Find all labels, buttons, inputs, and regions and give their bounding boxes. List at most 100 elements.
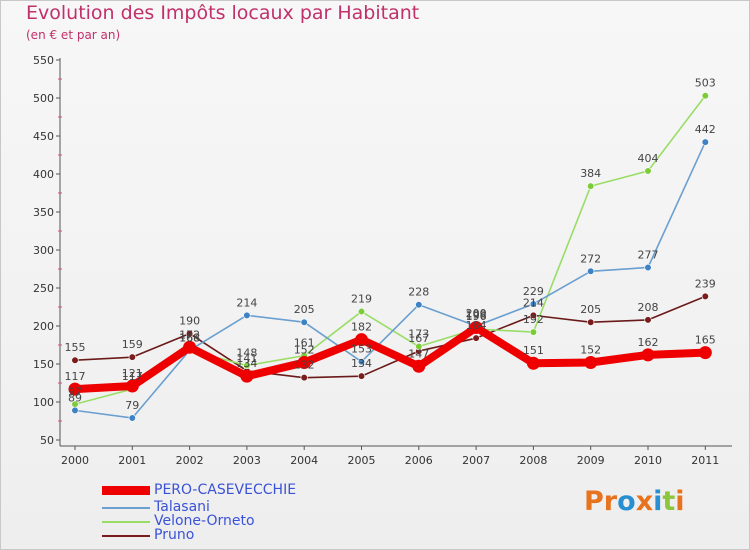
- data-point-pruno: [128, 353, 136, 361]
- data-label-talasani: 442: [695, 123, 716, 136]
- data-point-velone-orneto: [644, 167, 652, 175]
- y-tick-label: 450: [33, 130, 54, 143]
- data-label-pruno: 167: [408, 332, 429, 345]
- y-tick-label: 400: [33, 168, 54, 181]
- data-label-pruno: 190: [179, 315, 200, 328]
- data-point-pruno: [300, 374, 308, 382]
- y-tick-label: 350: [33, 206, 54, 219]
- data-point-talasani: [701, 138, 709, 146]
- data-label-pruno: 134: [351, 357, 372, 370]
- data-label-pero-casevecchie: 151: [523, 344, 544, 357]
- x-tick-label: 2005: [348, 454, 376, 467]
- y-tick-label: 50: [40, 434, 54, 447]
- data-label-velone-orneto: 161: [294, 337, 315, 350]
- data-point-pruno: [529, 311, 538, 319]
- data-label-talasani: 168: [179, 331, 200, 344]
- y-tick-label: 300: [33, 244, 54, 257]
- data-label-pruno: 208: [638, 301, 659, 314]
- legend-label-pruno: Pruno: [154, 527, 195, 543]
- x-tick-label: 2004: [290, 454, 318, 467]
- data-point-pero-casevecchie: [183, 340, 197, 354]
- data-label-talasani: 200: [466, 307, 487, 320]
- data-label-pero-casevecchie: 147: [408, 347, 429, 360]
- x-tick-label: 2009: [577, 454, 605, 467]
- y-tick-label: 150: [33, 358, 54, 371]
- data-label-velone-orneto: 173: [408, 328, 429, 341]
- data-label-talasani: 272: [580, 252, 601, 265]
- data-point-pero-casevecchie: [641, 348, 655, 362]
- data-label-talasani: 79: [125, 399, 139, 412]
- data-point-talasani: [71, 406, 79, 414]
- data-point-pero-casevecchie: [584, 355, 598, 369]
- data-label-velone-orneto: 196: [466, 310, 487, 323]
- data-point-pero-casevecchie: [355, 333, 368, 347]
- y-tick-label: 200: [33, 320, 54, 333]
- data-point-pruno: [186, 330, 194, 338]
- data-label-pruno: 239: [695, 277, 716, 290]
- data-label-velone-orneto: 219: [351, 293, 372, 306]
- y-tick-label: 250: [33, 282, 54, 295]
- data-point-pero-casevecchie: [698, 346, 712, 360]
- data-point-pruno: [71, 356, 79, 364]
- data-point-talasani: [587, 267, 595, 275]
- legend-swatch-pero-casevecchie: [102, 486, 150, 495]
- data-label-pero-casevecchie: 121: [122, 367, 143, 380]
- series-line-pruno: [74, 295, 707, 379]
- data-label-pruno: 205: [580, 303, 601, 316]
- data-point-pruno: [357, 372, 366, 380]
- data-point-talasani: [357, 358, 366, 366]
- x-tick-label: 2001: [118, 454, 146, 467]
- data-label-velone-orneto: 384: [580, 167, 601, 180]
- data-point-pruno: [472, 334, 480, 342]
- data-label-velone-orneto: 117: [122, 370, 143, 383]
- y-tick-label: 100: [33, 396, 54, 409]
- data-point-pero-casevecchie: [526, 356, 540, 370]
- series-line-talasani: [74, 141, 707, 419]
- data-label-pruno: 184: [466, 319, 487, 332]
- data-label-pero-casevecchie: 162: [638, 336, 659, 349]
- y-tick-label: 550: [33, 54, 54, 67]
- x-tick-label: 2011: [691, 454, 719, 467]
- series-layer: 155 159 190 141 132 134 167 184 214 205 208 239 97 11…: [65, 77, 716, 422]
- data-point-talasani: [243, 311, 251, 319]
- x-tick-label: 2008: [519, 454, 547, 467]
- logo-letter: t: [662, 486, 676, 517]
- data-point-velone-orneto: [587, 182, 595, 190]
- x-tick-label: 2007: [462, 454, 490, 467]
- x-tick-label: 2006: [405, 454, 433, 467]
- data-point-talasani: [300, 318, 308, 326]
- x-tick-label: 2010: [634, 454, 662, 467]
- data-label-pero-casevecchie: 152: [580, 343, 601, 356]
- data-label-talasani: 229: [523, 285, 544, 298]
- data-label-pruno: 155: [65, 341, 86, 354]
- x-tick-label: 2000: [61, 454, 89, 467]
- data-label-pero-casevecchie: 198: [466, 309, 487, 322]
- data-label-velone-orneto: 168: [179, 331, 200, 344]
- legend-swatch-talasani: [102, 507, 150, 509]
- data-label-talasani: 277: [638, 248, 659, 261]
- series-line-pero-casevecchie: [71, 323, 710, 394]
- data-point-velone-orneto: [415, 342, 423, 351]
- data-point-pero-casevecchie: [469, 321, 483, 335]
- data-label-pero-casevecchie: 182: [351, 321, 372, 334]
- data-label-pero-casevecchie: 117: [65, 370, 86, 383]
- data-point-velone-orneto: [701, 92, 709, 100]
- data-label-pero-casevecchie: 152: [294, 343, 315, 356]
- legend-swatch-pruno: [102, 535, 150, 537]
- data-label-velone-orneto: 503: [695, 77, 716, 90]
- data-point-velone-orneto: [243, 361, 251, 370]
- data-point-pero-casevecchie: [125, 379, 139, 393]
- data-point-pruno: [587, 318, 595, 326]
- data-point-pero-casevecchie: [412, 359, 426, 373]
- logo-letter: P: [584, 486, 604, 517]
- data-label-velone-orneto: 404: [638, 152, 659, 165]
- legend-label-talasani: Talasani: [154, 499, 210, 515]
- data-label-talasani: 214: [236, 296, 257, 309]
- data-label-velone-orneto: 148: [236, 347, 257, 360]
- data-point-pruno: [701, 292, 709, 300]
- data-point-velone-orneto: [529, 328, 538, 336]
- data-label-pero-casevecchie: 172: [179, 328, 200, 341]
